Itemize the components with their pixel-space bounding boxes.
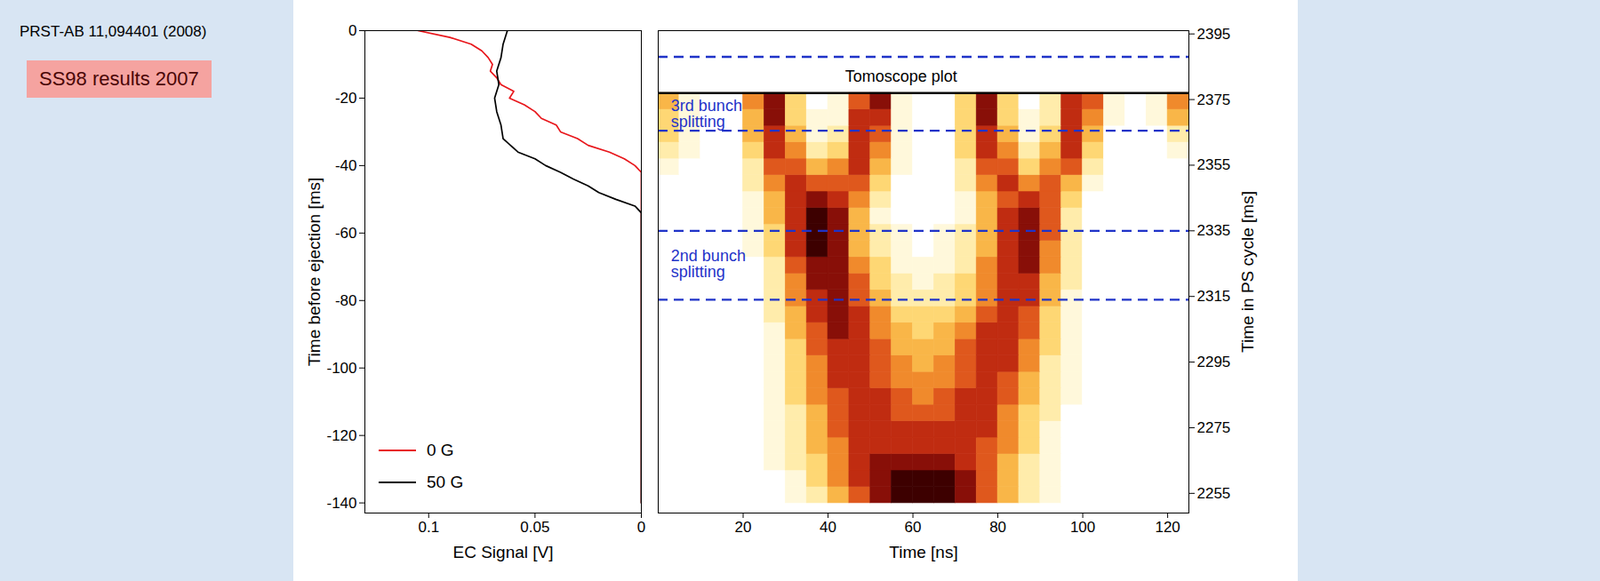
svg-text:2375: 2375 — [1197, 91, 1232, 109]
svg-text:100: 100 — [1070, 519, 1096, 536]
svg-text:-80: -80 — [335, 292, 358, 310]
svg-text:-140: -140 — [326, 495, 357, 512]
svg-text:-60: -60 — [335, 224, 358, 242]
svg-text:Tomoscope plot: Tomoscope plot — [845, 67, 958, 86]
svg-text:EC Signal [V]: EC Signal [V] — [453, 543, 554, 562]
html-text:PRST-AB 11,094401 (2008): PRST-AB 11,094401 (2008) — [19, 23, 207, 40]
svg-text:3rd bunchsplitting: 3rd bunchsplitting — [671, 96, 743, 131]
svg-text:0: 0 — [637, 519, 646, 536]
svg-text:20: 20 — [735, 519, 752, 536]
svg-text:2315: 2315 — [1197, 288, 1232, 305]
svg-text:0: 0 — [348, 22, 357, 40]
svg-text:120: 120 — [1154, 519, 1180, 536]
html-text:50 G: 50 G — [426, 472, 464, 492]
svg-text:2nd bunchsplitting: 2nd bunchsplitting — [671, 247, 746, 281]
svg-text:2335: 2335 — [1197, 222, 1232, 240]
svg-text:Time [ns]: Time [ns] — [888, 543, 958, 562]
svg-text:-120: -120 — [326, 427, 357, 445]
svg-text:-20: -20 — [335, 89, 358, 107]
svg-text:Time before ejection [ms]: Time before ejection [ms] — [304, 177, 324, 368]
svg-text:0.05: 0.05 — [520, 519, 550, 536]
svg-text:0.1: 0.1 — [417, 519, 440, 536]
svg-text:2355: 2355 — [1197, 156, 1232, 174]
svg-text:60: 60 — [904, 519, 922, 536]
html-text:0 G: 0 G — [426, 440, 454, 460]
svg-text:2275: 2275 — [1197, 419, 1232, 437]
svg-text:40: 40 — [819, 519, 837, 536]
svg-text:-100: -100 — [326, 360, 357, 377]
svg-text:80: 80 — [989, 519, 1007, 536]
html-text:SS98 results 2007: SS98 results 2007 — [39, 67, 199, 90]
svg-text:2395: 2395 — [1197, 25, 1232, 43]
svg-text:-40: -40 — [335, 157, 358, 175]
svg-text:Time in PS cycle [ms]: Time in PS cycle [ms] — [1238, 191, 1257, 353]
svg-text:2295: 2295 — [1197, 353, 1232, 371]
svg-text:2255: 2255 — [1197, 485, 1232, 503]
